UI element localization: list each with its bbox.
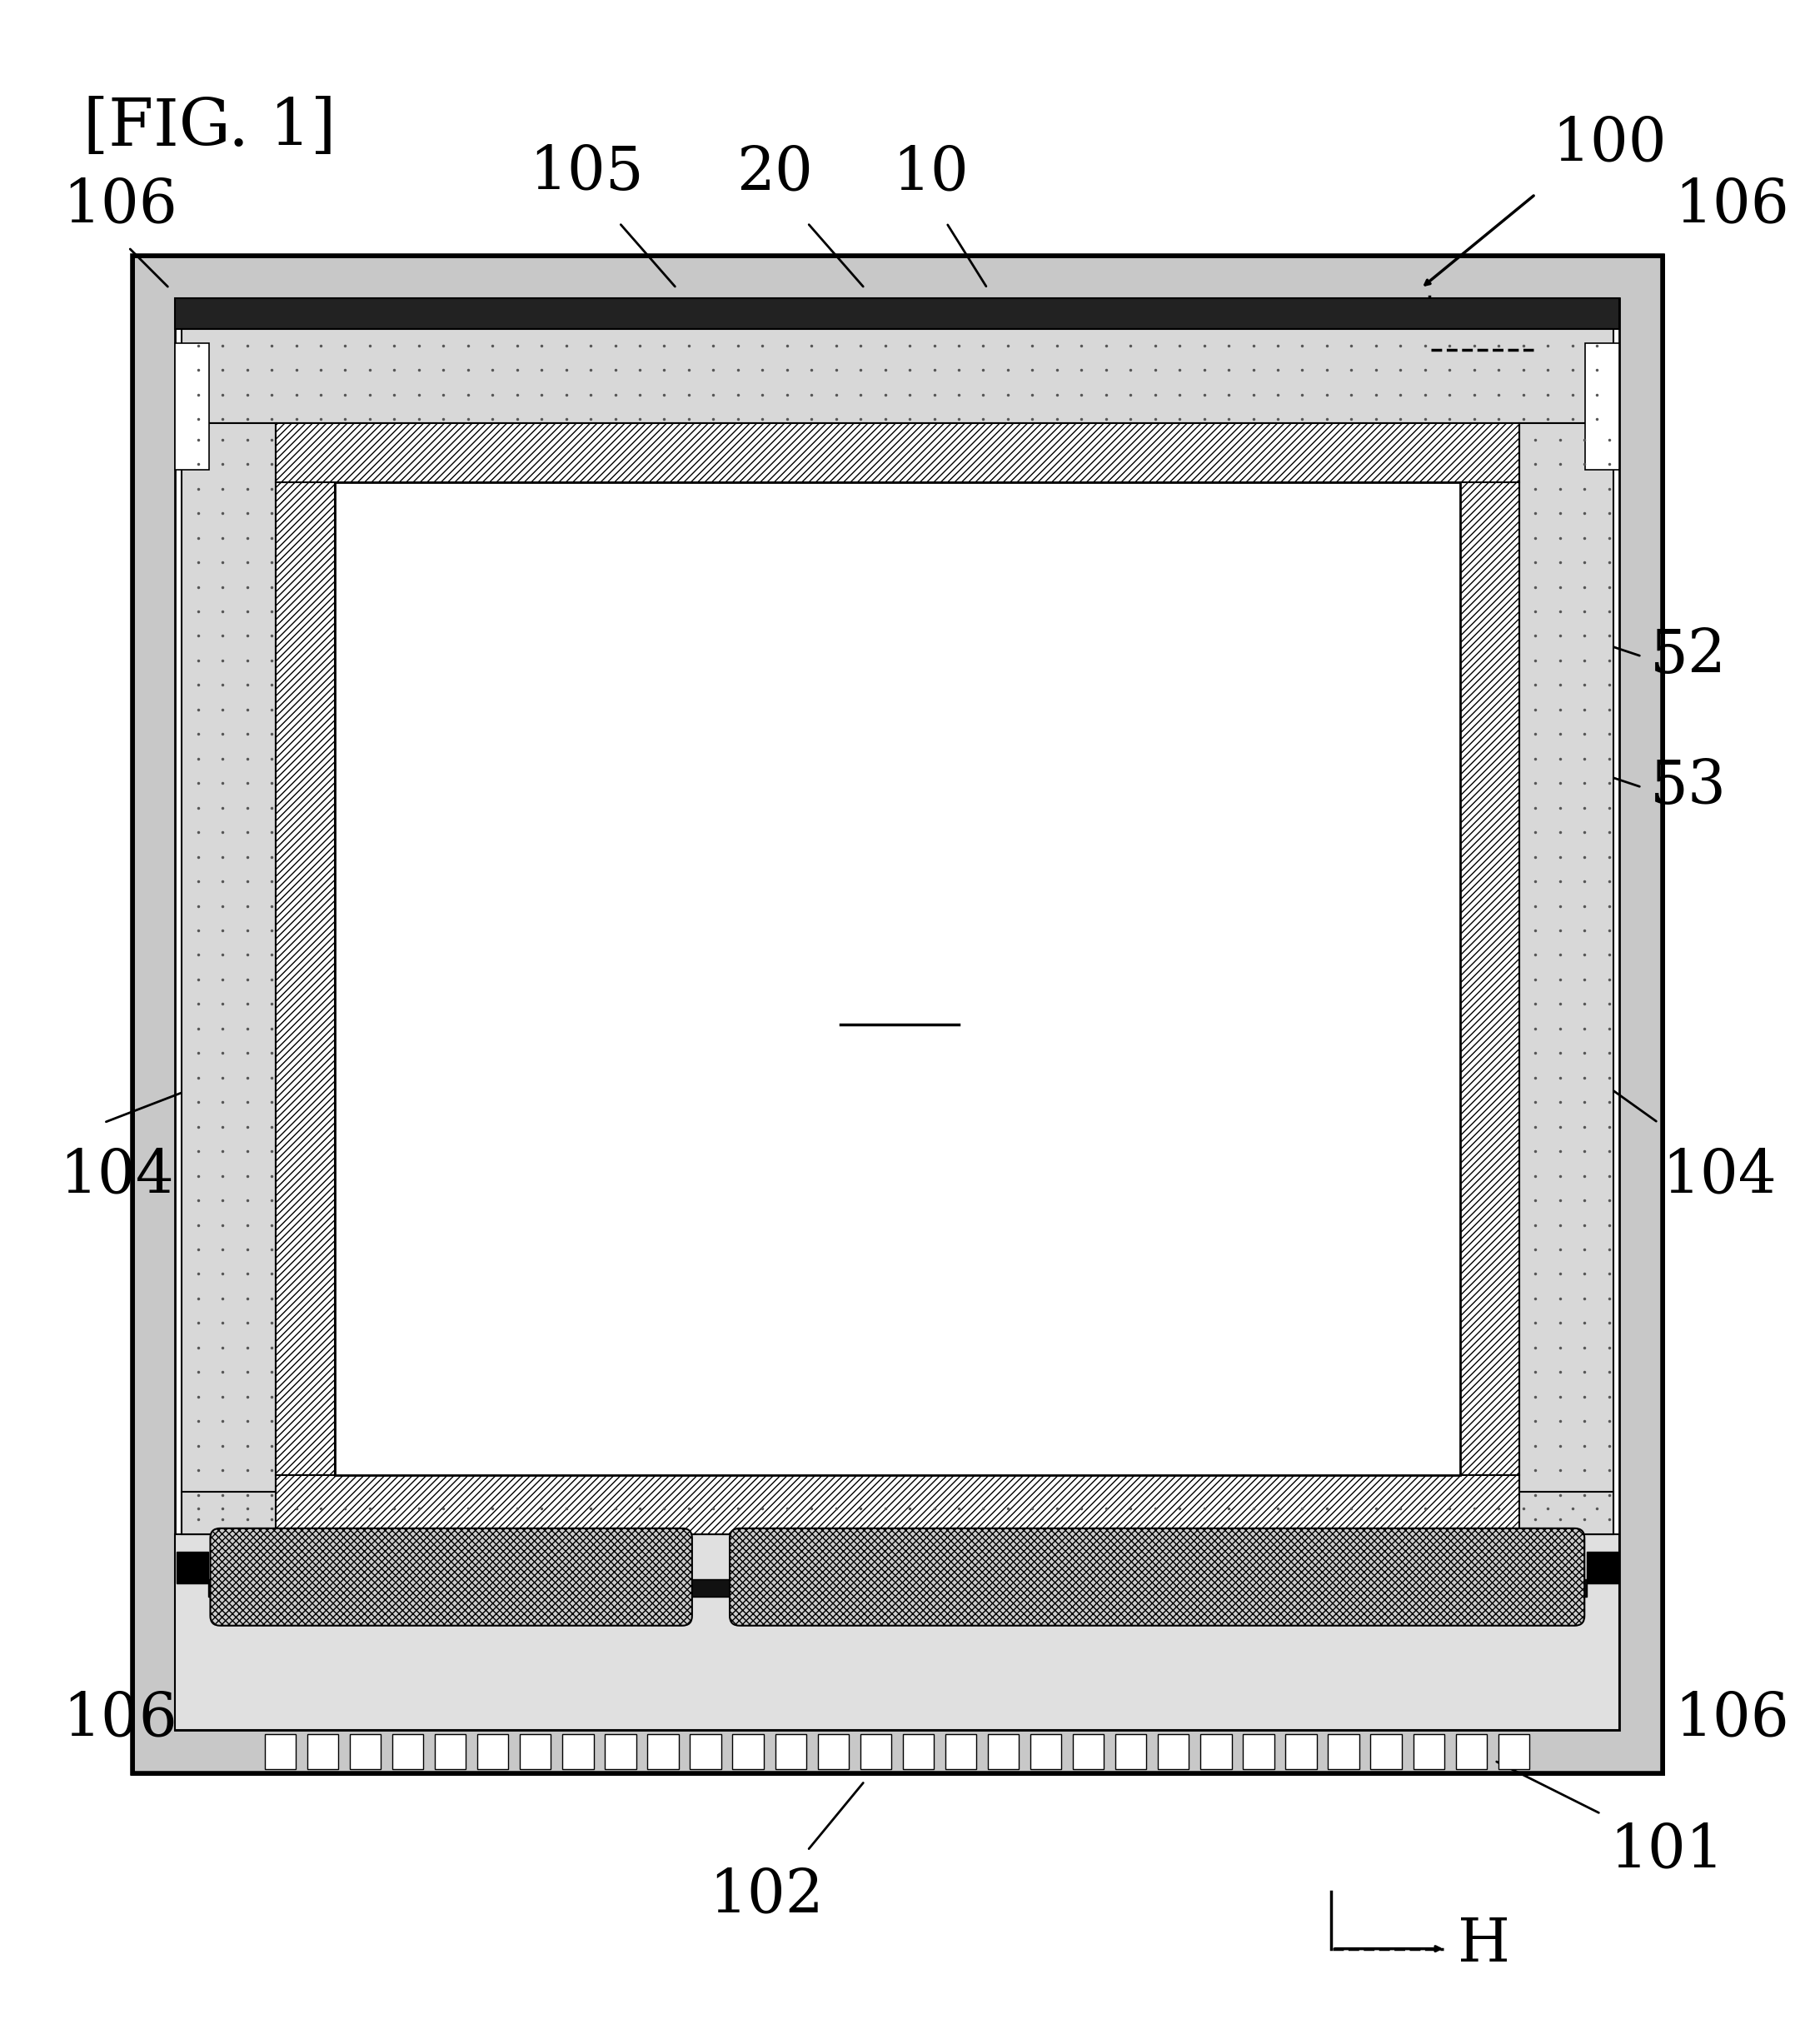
Text: 106: 106 xyxy=(64,176,178,235)
Bar xyxy=(1497,1735,1530,1768)
Bar xyxy=(1459,482,1519,1476)
Bar xyxy=(176,1551,209,1584)
Text: H: H xyxy=(1457,1915,1510,1975)
Bar xyxy=(1243,1735,1274,1768)
Bar xyxy=(276,1476,1519,1535)
Text: 106: 106 xyxy=(1675,1690,1790,1750)
Bar xyxy=(860,1735,891,1768)
Text: 10a: 10a xyxy=(833,967,962,1032)
Bar xyxy=(182,1492,1614,1535)
Bar xyxy=(733,1735,764,1768)
Text: 53: 53 xyxy=(1650,758,1726,818)
Bar xyxy=(817,1735,849,1768)
Bar xyxy=(1519,423,1614,1535)
Bar xyxy=(132,255,1663,1772)
Text: 105: 105 xyxy=(530,143,644,202)
FancyBboxPatch shape xyxy=(211,1529,692,1625)
Bar xyxy=(519,1735,552,1768)
FancyBboxPatch shape xyxy=(730,1529,1584,1625)
Bar xyxy=(563,1735,594,1768)
Bar xyxy=(174,1535,1619,1731)
Bar xyxy=(182,423,276,1535)
Bar xyxy=(1073,1735,1104,1768)
Bar xyxy=(334,482,1459,1476)
Bar xyxy=(477,1735,508,1768)
Bar xyxy=(987,1735,1018,1768)
Text: 100: 100 xyxy=(1552,114,1666,174)
Bar xyxy=(392,1735,423,1768)
Bar xyxy=(1031,1735,1062,1768)
Text: 52: 52 xyxy=(1650,628,1726,685)
Text: 101: 101 xyxy=(1610,1821,1724,1880)
Text: 102: 102 xyxy=(710,1866,824,1925)
Bar xyxy=(1586,1551,1617,1584)
Bar xyxy=(182,329,1614,423)
Bar xyxy=(1414,1735,1445,1768)
Text: [FIG. 1]: [FIG. 1] xyxy=(83,96,336,159)
Bar xyxy=(902,1735,933,1768)
Bar xyxy=(265,1735,296,1768)
Bar xyxy=(436,1735,466,1768)
Bar xyxy=(174,298,1619,1731)
Text: 10: 10 xyxy=(891,143,969,202)
Bar xyxy=(1200,1735,1232,1768)
Text: H': H' xyxy=(1548,329,1617,386)
Text: 104: 104 xyxy=(58,1147,174,1206)
Text: 106: 106 xyxy=(1675,176,1790,235)
Bar xyxy=(604,1735,635,1768)
Bar xyxy=(1456,1735,1486,1768)
Bar xyxy=(1370,1735,1401,1768)
Bar xyxy=(1329,1735,1359,1768)
Bar xyxy=(174,343,209,470)
Bar xyxy=(1584,343,1619,470)
Bar xyxy=(1158,1735,1189,1768)
Bar xyxy=(775,1735,806,1768)
Bar xyxy=(174,298,1619,329)
Bar xyxy=(946,1735,976,1768)
Bar xyxy=(209,1580,1586,1596)
Bar xyxy=(350,1735,381,1768)
Bar xyxy=(648,1735,679,1768)
Text: 104: 104 xyxy=(1663,1147,1777,1206)
Bar xyxy=(132,255,1663,1772)
Bar xyxy=(1285,1735,1316,1768)
Bar xyxy=(307,1735,338,1768)
Bar xyxy=(276,423,1519,482)
Bar xyxy=(690,1735,721,1768)
Bar xyxy=(1116,1735,1147,1768)
Bar xyxy=(276,482,334,1476)
Text: 20: 20 xyxy=(737,143,813,202)
Text: 106: 106 xyxy=(64,1690,178,1750)
